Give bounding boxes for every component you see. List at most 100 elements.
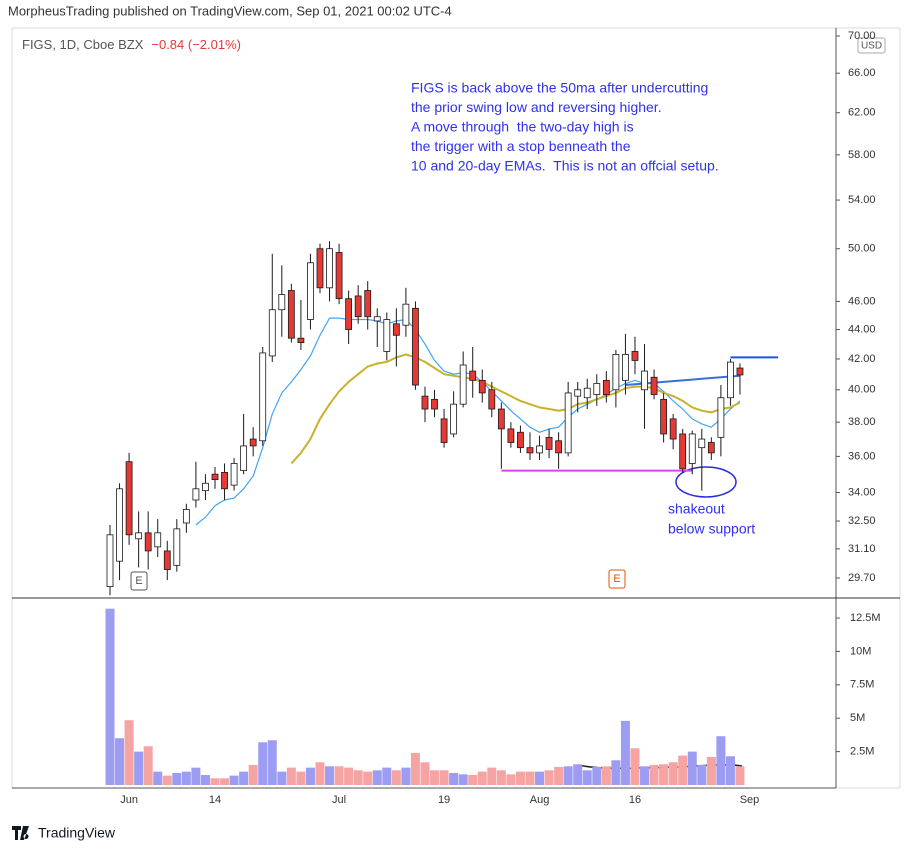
- y-tick-label: 50.00: [848, 243, 876, 255]
- volume-bar: [181, 771, 191, 785]
- volume-bar: [506, 774, 516, 785]
- volume-bar: [134, 751, 144, 785]
- volume-bar: [563, 766, 573, 785]
- candle-body: [707, 442, 715, 454]
- volume-bar: [305, 767, 315, 785]
- volume-bar: [420, 762, 430, 785]
- volume-bar: [716, 736, 726, 785]
- candle-body: [717, 397, 725, 438]
- volume-bar: [124, 720, 134, 785]
- shakeout-circle: [675, 466, 737, 498]
- volume-bar: [325, 766, 335, 785]
- candle-body: [307, 262, 314, 320]
- volume-bar: [582, 770, 592, 785]
- volume-bar: [640, 766, 650, 785]
- candle-body: [106, 534, 114, 587]
- earnings-label: E: [135, 575, 142, 587]
- volume-bar: [687, 751, 697, 785]
- volume-bar: [678, 755, 688, 785]
- candle-body: [287, 290, 295, 339]
- brand: TradingView: [38, 825, 116, 841]
- volume-bar: [315, 762, 325, 785]
- candle-body: [144, 532, 152, 552]
- y-tick-label: 54.00: [848, 194, 876, 206]
- volume-bar: [611, 760, 621, 785]
- volume-bar: [353, 770, 363, 785]
- candle-body: [736, 367, 744, 376]
- change: −0.84 (−2.01%): [151, 37, 241, 52]
- candle-body: [555, 440, 563, 454]
- candle-body: [249, 438, 257, 447]
- candle-body: [402, 303, 410, 326]
- candle-body: [364, 290, 372, 318]
- annotation: the trigger with a stop benneath the: [411, 138, 631, 154]
- candle-body: [259, 352, 267, 442]
- candle-body: [316, 248, 324, 289]
- volume-bar: [535, 771, 545, 785]
- volume-bar: [143, 746, 153, 785]
- annotation: the prior swing low and reversing higher…: [411, 99, 662, 115]
- candle-body: [612, 354, 620, 391]
- candle-body: [602, 379, 610, 395]
- y-tick-label: 70.00: [848, 30, 876, 42]
- annotation: 10 and 20-day EMAs. This is not an offci…: [411, 158, 719, 174]
- volume-bar: [153, 771, 163, 785]
- volume-bar: [735, 766, 745, 785]
- candle-body: [173, 528, 181, 566]
- volume-bar: [267, 740, 277, 785]
- y-tick-label: 29.70: [848, 572, 876, 584]
- y-tick-label: 31.10: [848, 543, 876, 555]
- candle-body: [688, 433, 696, 464]
- candle-body: [431, 398, 438, 410]
- volume-bar: [496, 770, 506, 785]
- volume-bar: [525, 771, 535, 785]
- candle-body: [641, 370, 648, 391]
- candle-body: [221, 471, 228, 490]
- volume-bar: [239, 771, 249, 785]
- candle-body: [545, 436, 553, 450]
- volume-bar: [220, 778, 230, 785]
- x-tick-label: 16: [629, 794, 641, 806]
- y-tick-label: 58.00: [848, 149, 876, 161]
- volume-bar: [439, 770, 449, 785]
- candle-body: [335, 252, 343, 300]
- volume-bar: [477, 771, 487, 785]
- candle-body: [574, 389, 582, 397]
- candle-body: [583, 387, 591, 399]
- volume-bar: [363, 771, 373, 785]
- volume-bar: [649, 764, 659, 785]
- y-tick-label: 5M: [850, 712, 865, 724]
- y-tick-label: 2.5M: [850, 746, 874, 758]
- volume-bar: [468, 774, 478, 785]
- candle-body: [373, 316, 381, 322]
- candle-body: [326, 248, 333, 289]
- y-tick-label: 7.5M: [850, 679, 874, 691]
- volume-bar: [277, 771, 287, 785]
- volume-bar: [105, 608, 115, 785]
- volume-bar: [401, 767, 411, 785]
- candle-body: [412, 307, 419, 386]
- x-tick-label: Jul: [332, 794, 346, 806]
- earnings-badge: [608, 569, 626, 589]
- volume-bar: [659, 764, 669, 785]
- volume-bar: [296, 771, 306, 785]
- volume-bar: [200, 774, 210, 785]
- x-tick-label: Aug: [530, 794, 550, 806]
- volume-bar: [544, 770, 554, 785]
- volume-bar: [620, 720, 630, 785]
- currency: USD: [861, 41, 882, 52]
- volume-bar: [601, 766, 611, 785]
- volume-bar: [248, 764, 258, 785]
- currency-badge: [857, 37, 886, 54]
- volume-bar: [191, 767, 201, 785]
- candle-body: [192, 488, 200, 501]
- volume-bar: [697, 764, 707, 785]
- candle-body: [660, 398, 668, 435]
- volume-bar: [172, 772, 182, 785]
- x-tick-label: Jun: [120, 794, 138, 806]
- candle-body: [593, 383, 601, 395]
- volume-bar: [229, 775, 239, 785]
- candle-body: [469, 370, 477, 381]
- candle-body: [679, 433, 687, 470]
